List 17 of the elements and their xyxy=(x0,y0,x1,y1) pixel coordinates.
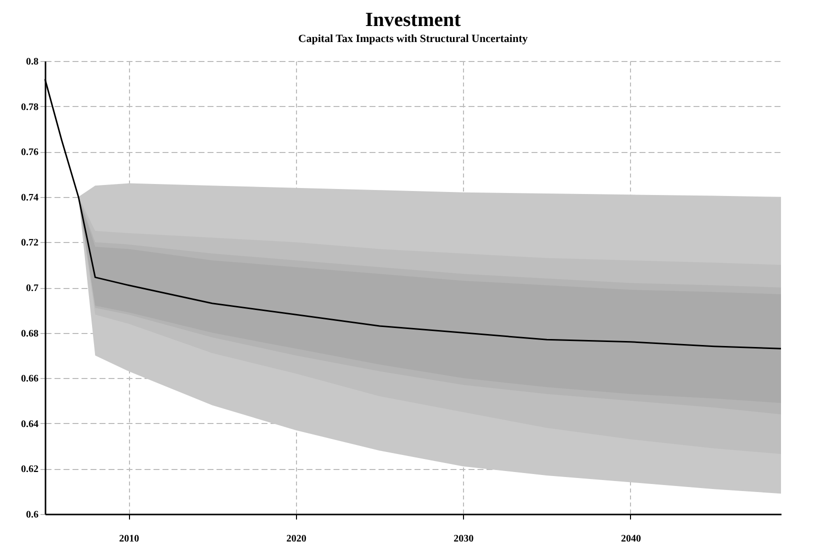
y-tick-label: 0.68 xyxy=(21,328,38,340)
y-tick-label: 0.7 xyxy=(26,283,38,294)
y-tick-label: 0.74 xyxy=(21,192,38,204)
x-tick-label: 2030 xyxy=(454,534,474,544)
y-tick-label: 0.62 xyxy=(21,464,38,476)
chart-title: Investment xyxy=(365,9,462,31)
chart-subtitle: Capital Tax Impacts with Structural Uncertainty xyxy=(298,33,528,45)
x-tick-label: 2020 xyxy=(286,534,306,544)
x-tick-label: 2040 xyxy=(620,534,641,544)
y-tick-label: 0.8 xyxy=(26,56,38,68)
x-tick-label: 2010 xyxy=(119,534,140,544)
y-tick-label: 0.76 xyxy=(21,147,38,158)
y-tick-label: 0.72 xyxy=(21,238,38,249)
y-tick-label: 0.66 xyxy=(21,374,38,385)
y-tick-label: 0.6 xyxy=(26,510,38,520)
y-tick-label: 0.78 xyxy=(21,102,38,113)
y-tick-label: 0.64 xyxy=(21,418,38,430)
